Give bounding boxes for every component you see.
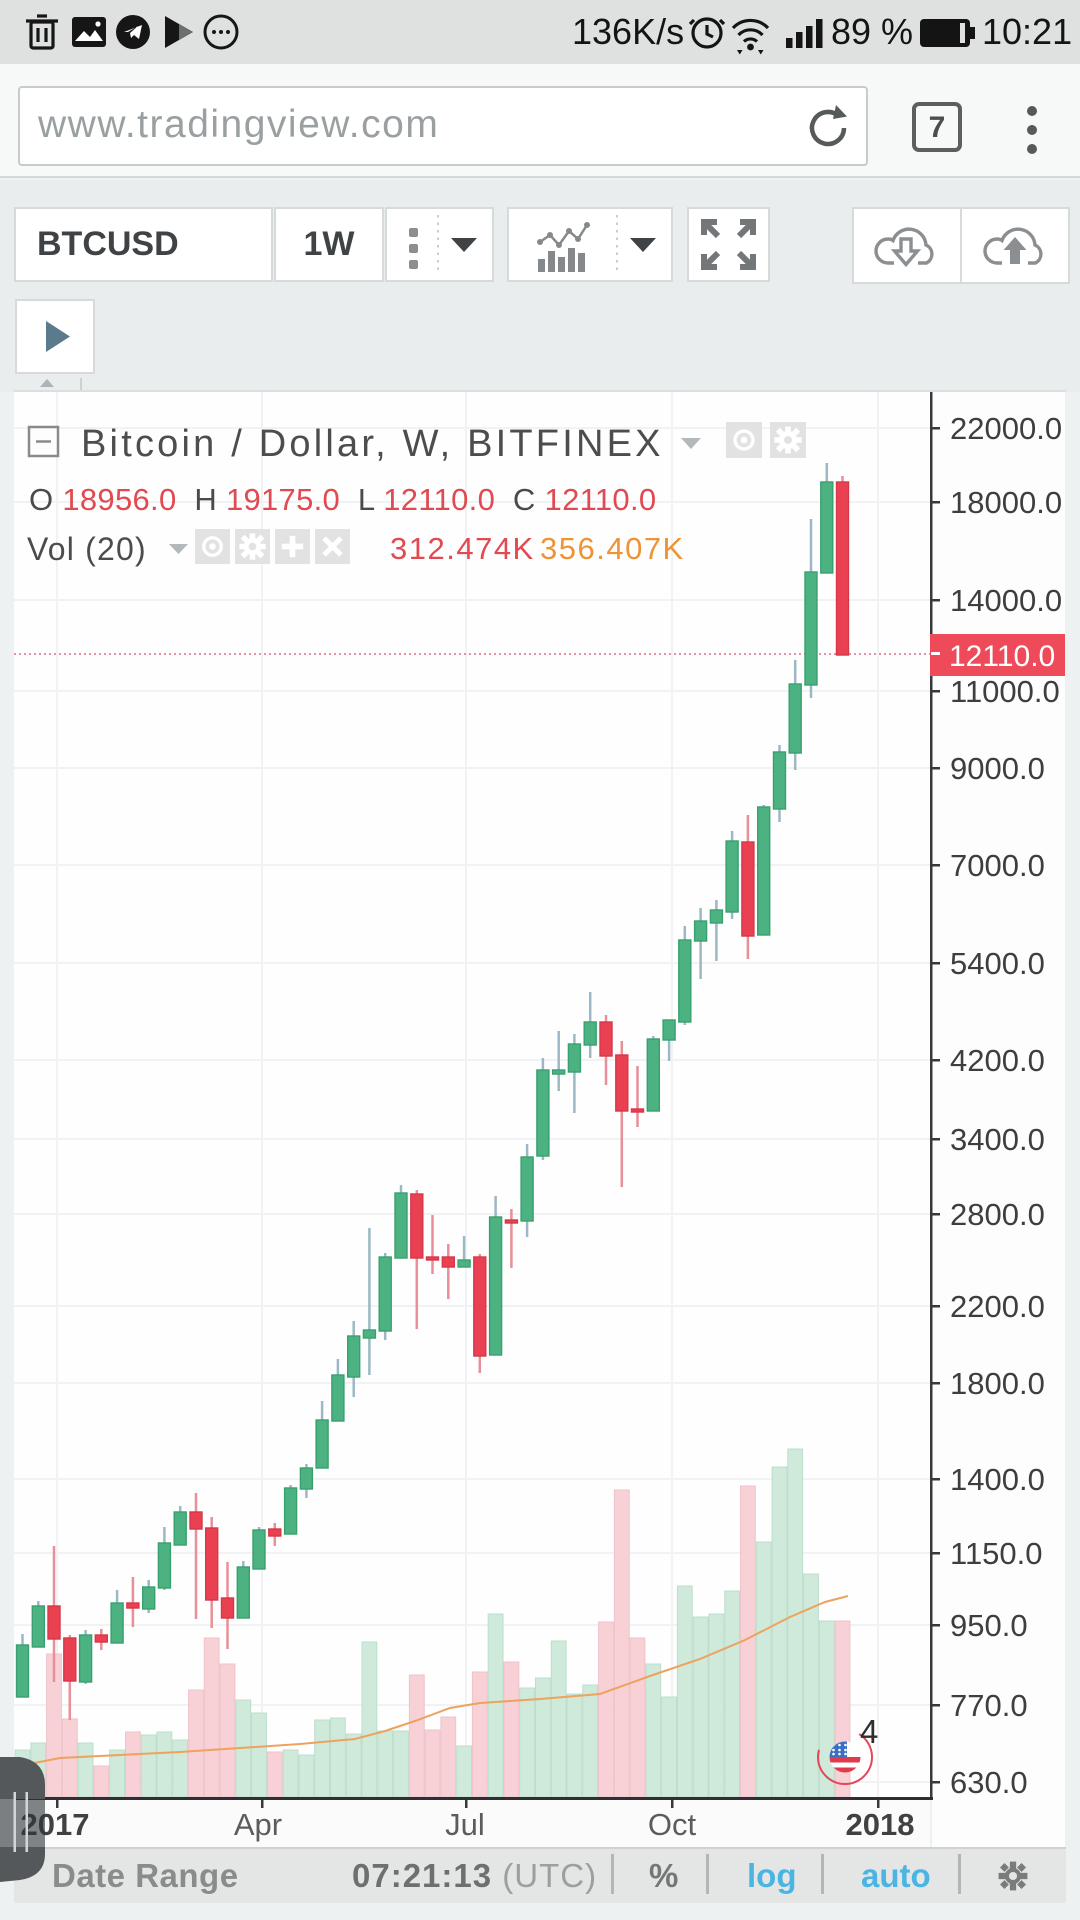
svg-text:22000.0: 22000.0: [950, 411, 1062, 446]
svg-text:Jul: Jul: [445, 1807, 485, 1842]
svg-text:10:21: 10:21: [982, 11, 1072, 52]
svg-text:5400.0: 5400.0: [950, 946, 1045, 981]
svg-text:1800.0: 1800.0: [950, 1366, 1045, 1401]
svg-text:1150.0: 1150.0: [950, 1536, 1043, 1571]
svg-text:4200.0: 4200.0: [950, 1043, 1045, 1078]
svg-text:1400.0: 1400.0: [950, 1462, 1045, 1497]
svg-text:2800.0: 2800.0: [950, 1197, 1045, 1232]
svg-text:7000.0: 7000.0: [950, 848, 1045, 883]
svg-text:4: 4: [860, 1713, 878, 1750]
svg-text:14000.0: 14000.0: [950, 583, 1062, 618]
svg-text:12110.0: 12110.0: [949, 640, 1055, 673]
svg-text:9000.0: 9000.0: [950, 751, 1045, 786]
svg-text:136K/s: 136K/s: [572, 11, 684, 52]
svg-text:89 %: 89 %: [831, 11, 913, 52]
svg-text:Oct: Oct: [648, 1807, 697, 1842]
svg-text:11000.0: 11000.0: [950, 674, 1060, 709]
svg-text:630.0: 630.0: [950, 1765, 1028, 1800]
svg-text:770.0: 770.0: [950, 1688, 1028, 1723]
svg-text:2018: 2018: [846, 1807, 915, 1842]
svg-text:Apr: Apr: [234, 1807, 282, 1842]
svg-text:3400.0: 3400.0: [950, 1122, 1045, 1157]
svg-text:18000.0: 18000.0: [950, 485, 1062, 520]
svg-text:950.0: 950.0: [950, 1608, 1028, 1643]
svg-text:2200.0: 2200.0: [950, 1289, 1045, 1324]
